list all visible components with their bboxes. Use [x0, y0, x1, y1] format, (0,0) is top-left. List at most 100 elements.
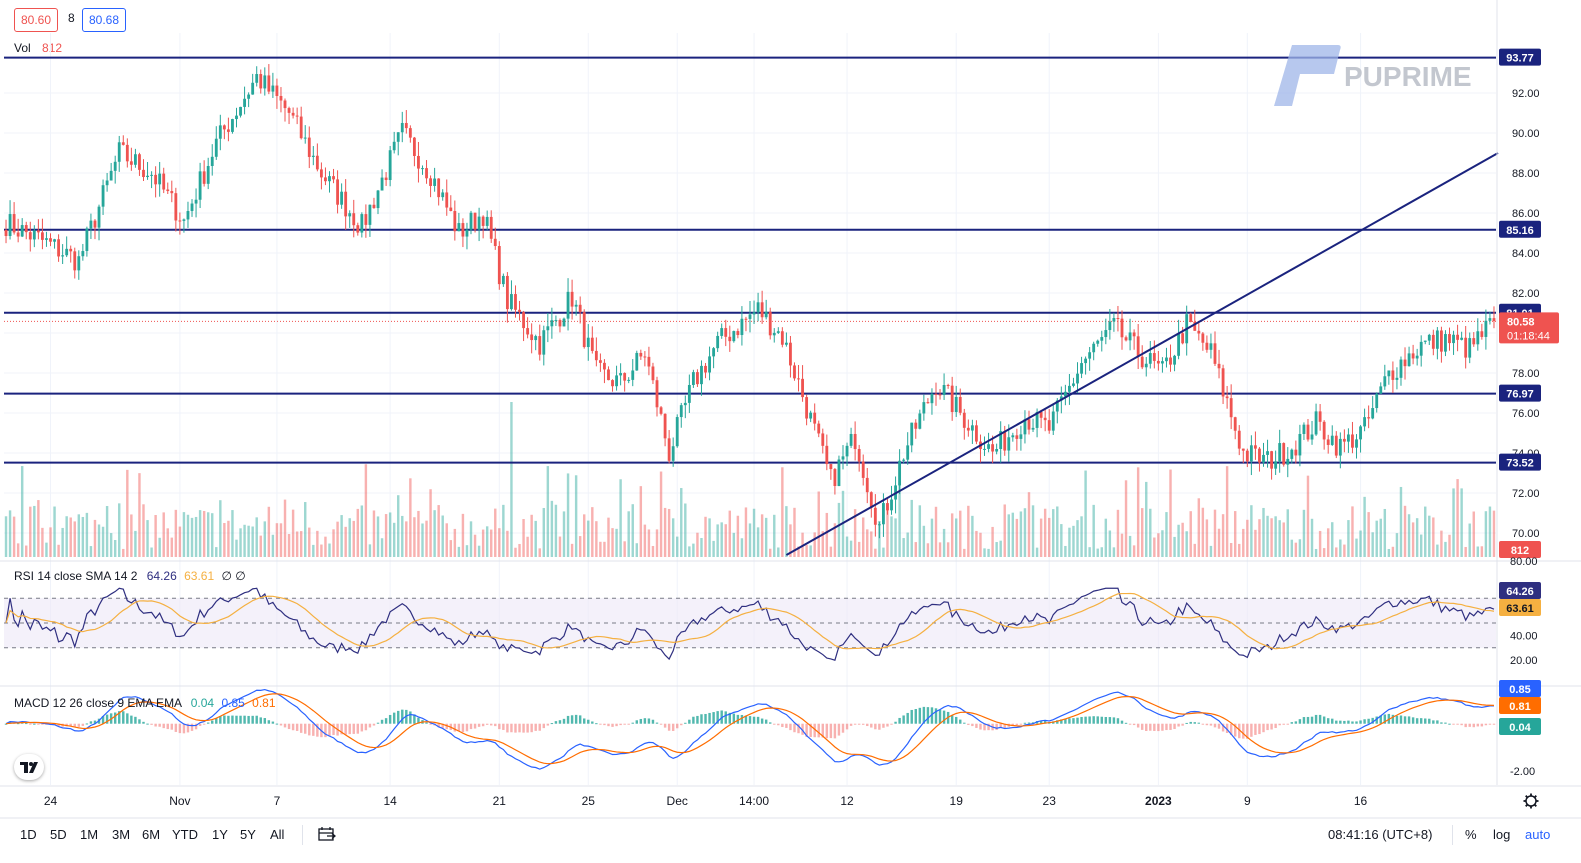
candle [1326, 439, 1330, 445]
volume-bar [198, 510, 202, 557]
tf-5d[interactable]: 5D [50, 827, 67, 842]
watermark-logo: PUPRIME [1274, 45, 1472, 106]
tf-5y[interactable]: 5Y [240, 827, 256, 842]
candle [182, 219, 186, 221]
candle [853, 433, 857, 450]
macd-histogram-bar [619, 723, 622, 726]
ask-price[interactable]: 80.68 [82, 8, 127, 32]
candle [534, 336, 538, 341]
volume-bar [578, 536, 582, 557]
macd-histogram-bar [959, 719, 962, 724]
volume-bar [1205, 519, 1209, 557]
clock-time[interactable]: 08:41:16 (UTC+8) [1328, 827, 1433, 842]
macd-histogram-bar [93, 720, 97, 724]
volume-bar [1290, 539, 1294, 557]
candle [635, 352, 639, 371]
macd-histogram-bar [769, 722, 772, 724]
volume-bar [118, 503, 121, 557]
volume-bar [756, 527, 760, 557]
macd-histogram-bar [1189, 721, 1192, 724]
volume-bar [898, 466, 901, 557]
auto-toggle[interactable]: auto [1525, 827, 1551, 842]
candle [1492, 318, 1496, 321]
macd-histogram-bar [1233, 723, 1237, 737]
macd-histogram-bar [1286, 723, 1289, 725]
volume-bar [494, 508, 497, 557]
macd-histogram-bar [797, 723, 800, 734]
tf-6m[interactable]: 6M [142, 827, 161, 842]
tf-1y[interactable]: 1Y [212, 827, 228, 842]
candle [4, 229, 8, 236]
volume-bar [1096, 548, 1099, 557]
volume-bar [954, 518, 958, 557]
macd-histogram-bar [894, 721, 897, 724]
macd-histogram-bar [570, 715, 574, 724]
tradingview-logo[interactable] [14, 754, 44, 780]
candle [1290, 449, 1294, 459]
candle [1023, 419, 1027, 435]
candle [73, 251, 77, 271]
volume-bar [1424, 506, 1427, 557]
volume-bar [829, 546, 833, 557]
tf-1m[interactable]: 1M [80, 827, 99, 842]
settings-gear-icon[interactable] [1523, 793, 1539, 809]
candle [546, 326, 550, 331]
volume-bar [1229, 543, 1233, 557]
volume-bar [619, 479, 622, 557]
volume-bar [1047, 517, 1051, 557]
macd-histogram-bar [587, 719, 590, 724]
macd-histogram-bar [461, 723, 465, 733]
log-toggle[interactable]: log [1493, 827, 1511, 842]
macd-histogram-bar [578, 715, 582, 724]
volume-bar [522, 519, 525, 557]
candle [687, 384, 691, 403]
percent-toggle[interactable]: % [1465, 827, 1477, 842]
macd-histogram-bar [1169, 723, 1172, 730]
volume-bar [239, 528, 242, 557]
volume-bar [146, 520, 149, 557]
volume-bar [1145, 481, 1148, 557]
macd-histogram-bar [825, 723, 829, 739]
macd-histogram-bar [190, 723, 194, 731]
volume-legend: Vol 812 [14, 41, 62, 55]
macd-histogram-bar [211, 720, 214, 724]
volume-bar [1019, 511, 1023, 557]
candle [1294, 449, 1298, 456]
tf-all[interactable]: All [270, 827, 285, 842]
candle [586, 337, 590, 348]
goto-date-icon[interactable] [318, 826, 336, 842]
volume-bar [1088, 547, 1091, 557]
candle [748, 314, 752, 319]
rsi-sma-badge-bg [1499, 599, 1541, 616]
candle [841, 456, 845, 460]
candle [81, 251, 85, 257]
volume-bar [1395, 533, 1399, 557]
volume-bar [712, 540, 715, 557]
macd-histogram-bar [1379, 715, 1382, 724]
volume-bar [186, 514, 190, 557]
candle [1108, 321, 1112, 331]
candle [619, 373, 623, 376]
macd-histogram-bar [1339, 720, 1342, 724]
candle [303, 137, 307, 139]
candle [1359, 426, 1362, 440]
candle [239, 106, 242, 116]
macd-histogram-bar [1250, 723, 1253, 737]
tf-ytd[interactable]: YTD [172, 827, 198, 842]
tf-3m[interactable]: 3M [112, 827, 131, 842]
puprime-logo-icon [1274, 45, 1341, 106]
macd-histogram-bar [716, 711, 719, 724]
trend-line[interactable] [785, 152, 1499, 556]
macd-histogram-bar [380, 719, 384, 724]
tf-1d[interactable]: 1D [20, 827, 37, 842]
volume-bar [1371, 532, 1374, 557]
macd-histogram-bar [1116, 718, 1120, 724]
volume-bar [918, 505, 922, 557]
candle [671, 446, 675, 461]
macd-histogram-bar [1331, 718, 1334, 724]
bid-price[interactable]: 80.60 [14, 8, 59, 32]
macd-histogram-bar [1060, 719, 1063, 724]
candle [1213, 343, 1217, 364]
candle [922, 402, 926, 414]
